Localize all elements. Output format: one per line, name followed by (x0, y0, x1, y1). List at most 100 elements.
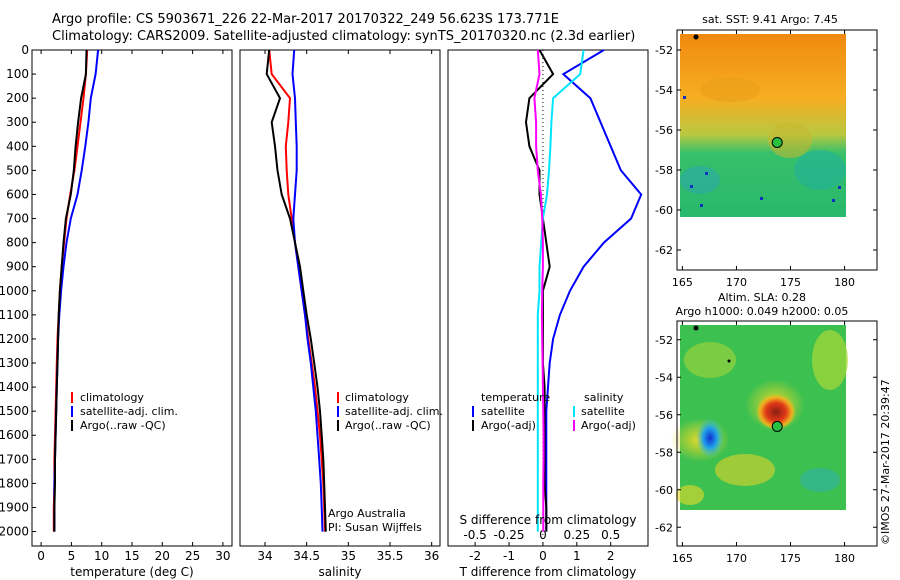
y-tick-label: 1800 (0, 476, 29, 490)
lat-tick-label: -58 (655, 446, 673, 459)
temperature-x-axis: 0 5 10 15 20 25 30 (37, 50, 231, 563)
lon-tick-label: 180 (834, 552, 855, 565)
difference-series (524, 49, 643, 532)
sla-map-title-line-1: Altim. SLA: 0.28 (718, 291, 806, 304)
land-mask-dot (693, 325, 699, 331)
temperature-series (52, 49, 100, 532)
lat-tick-label: -60 (655, 484, 673, 497)
sla-anomaly-patch (715, 454, 775, 486)
x-tick-label: 2 (607, 549, 615, 563)
legend-label-temp-argo: Argo(-adj) (481, 419, 536, 432)
sst-cool-patch (794, 150, 846, 190)
lat-tick-label: -58 (655, 164, 673, 177)
sla-map-panel: Altim. SLA: 0.28 Argo h1000: 0.049 h2000… (655, 291, 878, 565)
y-tick-label: 600 (6, 187, 29, 201)
x-tick-label: 1 (573, 549, 581, 563)
sla-map-frame (676, 320, 878, 547)
missing-pixel (705, 172, 708, 175)
x-tick-label: 5 (68, 549, 76, 563)
s-diff-tick-label: -0.5 (463, 528, 486, 542)
legend-label-satellite: satellite-adj. clim. (345, 405, 443, 418)
lon-tick-label: 175 (780, 276, 801, 289)
x-tick-label: 35.5 (377, 549, 404, 563)
lat-tick-label: -52 (655, 44, 673, 57)
lat-tick-label: -56 (655, 409, 673, 422)
sla-field-texture (670, 330, 848, 505)
series-line-argo-raw-qc- (265, 49, 327, 532)
y-tick-label: 900 (6, 260, 29, 274)
legend-swatch-climatology (337, 392, 339, 403)
y-tick-label: 1300 (0, 356, 29, 370)
lat-tick-label: -56 (655, 124, 673, 137)
t-difference-x-label: T difference from climatology (459, 565, 637, 579)
salinity-plot-frame (239, 49, 441, 547)
sla-anomaly-patch (800, 468, 840, 492)
s-diff-tick-label: -0.25 (493, 528, 524, 542)
s-diff-tick-label: 0.5 (601, 528, 620, 542)
sla-longitude-axis: 165 170 175 180 (672, 321, 855, 565)
sst-warm-streak (700, 78, 760, 102)
legend-title-temperature: temperature (481, 391, 550, 404)
x-tick-label: 0 (539, 549, 547, 563)
legend-swatch-temp-satellite (472, 406, 474, 417)
y-tick-label: 1400 (0, 380, 29, 394)
lon-tick-label: 165 (672, 276, 693, 289)
temperature-legend: climatology satellite-adj. clim. Argo(..… (71, 391, 178, 432)
annotation-pi: PI: Susan Wijffels (328, 521, 422, 534)
x-tick-label: 25 (185, 549, 200, 563)
y-tick-label: 1500 (0, 404, 29, 418)
t-difference-x-axis: -2 -1 0 1 2 (469, 542, 615, 563)
depth-axis: 0 100 200 300 400 500 600 700 800 900 1000 1100 1200… (0, 43, 36, 539)
series-line-climatology (52, 49, 89, 532)
legend-swatch-sal-argo (573, 420, 575, 431)
sst-map-panel: sat. SST: 9.41 Argo: 7.45 -52 -54 -56 -58 -6… (655, 13, 878, 289)
x-tick-label: 35 (341, 549, 356, 563)
series-line-satellite-adj-clim- (291, 49, 324, 532)
x-tick-label: -2 (469, 549, 481, 563)
sst-map-frame (676, 29, 878, 271)
y-tick-label: 1000 (0, 284, 29, 298)
legend-title-salinity: salinity (584, 391, 624, 404)
y-tick-label: 1700 (0, 452, 29, 466)
legend-label-argo: Argo(..raw -QC) (80, 419, 166, 432)
salinity-x-label: salinity (318, 565, 361, 579)
series-line-salinity-satellite (536, 49, 585, 532)
salinity-panel: 34 34.5 35 35.5 36 salinity climatology sate… (239, 49, 443, 579)
argo-float-location-marker (771, 420, 783, 432)
series-line-climatology (268, 49, 326, 532)
temperature-panel: 0100200300400500600700800900100011001200… (0, 43, 233, 579)
sst-missing-pixels (683, 96, 841, 207)
header-line-1: Argo profile: CS 5903671_226 22-Mar-2017… (52, 12, 560, 27)
x-tick-label: 10 (94, 549, 109, 563)
sla-map-title-line-2: Argo h1000: 0.049 h2000: 0.05 (676, 305, 849, 318)
x-tick-label: 20 (155, 549, 170, 563)
y-tick-label: 200 (6, 91, 29, 105)
lat-tick-label: -60 (655, 204, 673, 217)
legend-swatch-satellite (337, 406, 339, 417)
imos-timestamp: ©IMOS 27-Mar-2017 20:39:47 (879, 379, 892, 545)
y-tick-label: 300 (6, 115, 29, 129)
x-tick-label: 15 (124, 549, 139, 563)
lon-tick-label: 175 (780, 552, 801, 565)
x-tick-label: 30 (215, 549, 230, 563)
legend-swatch-temp-argo (472, 420, 474, 431)
x-tick-label: 34.5 (293, 549, 320, 563)
s-difference-x-axis: -0.5-0.2500.250.5 (463, 528, 620, 542)
series-line-argo-raw-qc- (53, 49, 88, 532)
missing-pixel (832, 199, 835, 202)
legend-label-sal-argo: Argo(-adj) (581, 419, 636, 432)
x-tick-label: 36 (424, 549, 439, 563)
legend-swatch-climatology (71, 392, 73, 403)
missing-pixel (690, 185, 693, 188)
missing-pixel (838, 186, 841, 189)
difference-panel: -2 -1 0 1 2 -0.5 -0.25 0 0.25 0.5 T difference f… (447, 49, 649, 579)
sla-latitude-axis: -52 -54 -56 -58 -60 -62 (655, 334, 877, 534)
legend-label-sal-satellite: satellite (581, 405, 625, 418)
lat-tick-label: -54 (655, 84, 673, 97)
legend-label-temp-satellite: satellite (481, 405, 525, 418)
legend-swatch-argo (337, 420, 339, 431)
lon-tick-label: 170 (726, 276, 747, 289)
legend-label-climatology: climatology (80, 391, 144, 404)
sla-high-anomaly (756, 394, 796, 430)
lat-tick-label: -54 (655, 371, 673, 384)
